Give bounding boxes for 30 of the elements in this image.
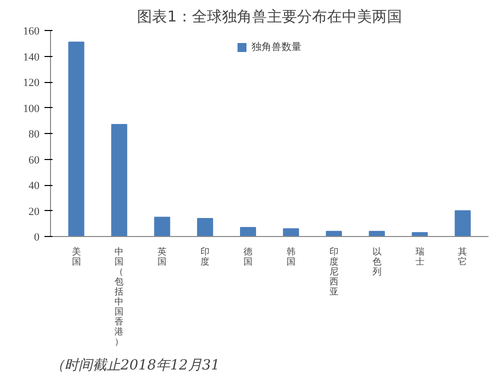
y-tick-label: 20 <box>28 206 40 218</box>
y-tick-label: 0 <box>34 232 40 244</box>
category-label: 中国（包括中国香港） <box>114 248 124 348</box>
bar <box>412 232 428 236</box>
x-tick-label: 瑞士 <box>415 246 424 268</box>
bar <box>240 226 256 236</box>
y-tick-label: 140 <box>23 51 40 64</box>
x-tick-label: 印度尼西亚 <box>329 246 338 298</box>
x-tick-label: 其它 <box>458 246 468 268</box>
y-tick-label: 60 <box>28 154 40 166</box>
x-tick-label: 以色列 <box>372 246 382 278</box>
bar <box>197 218 214 236</box>
x-tick-label: 英国 <box>158 246 167 268</box>
y-tick-label: 100 <box>23 102 40 115</box>
bar <box>454 210 471 236</box>
x-tick-label: 印度 <box>200 246 210 268</box>
bar <box>282 228 299 236</box>
y-tick-label: 160 <box>23 26 40 38</box>
x-tick-label: 韩国 <box>286 246 296 268</box>
legend-label: 独角兽数量 <box>252 40 302 54</box>
text: （时间截止2018年12月31 <box>50 358 220 374</box>
chart-title: 图表1：全球独角兽主要分布在中美两国 <box>137 8 402 26</box>
bar <box>154 216 170 236</box>
x-tick-label: 德国 <box>244 246 253 268</box>
x-tick-label: 美国 <box>72 246 81 268</box>
y-tick-label: 80 <box>28 128 40 140</box>
bar <box>68 42 84 236</box>
y-tick-label: 40 <box>28 180 40 192</box>
bar <box>111 124 128 236</box>
y-tick-label: 120 <box>23 77 40 89</box>
